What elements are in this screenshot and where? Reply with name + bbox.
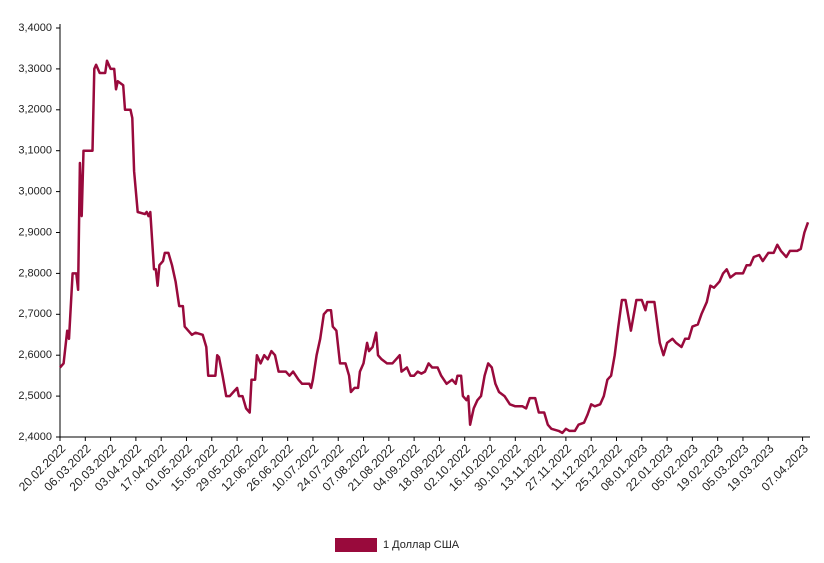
y-tick-label: 3,1000 — [18, 145, 52, 157]
legend-label: 1 Доллар США — [383, 539, 460, 551]
y-tick-label: 3,2000 — [18, 104, 52, 116]
y-tick-label: 2,4000 — [18, 431, 52, 443]
y-tick-label: 2,6000 — [18, 349, 52, 361]
line — [59, 59, 810, 435]
y-tick-label: 3,0000 — [18, 186, 52, 198]
y-tick-label: 3,3000 — [18, 63, 52, 75]
y-tick-label: 2,8000 — [18, 267, 52, 279]
y-tick-label: 2,5000 — [18, 390, 52, 402]
y-tick-label: 3,4000 — [18, 22, 52, 34]
y-tick-label: 2,7000 — [18, 308, 52, 320]
legend-swatch — [335, 538, 377, 552]
y-tick-label: 2,9000 — [18, 226, 52, 238]
